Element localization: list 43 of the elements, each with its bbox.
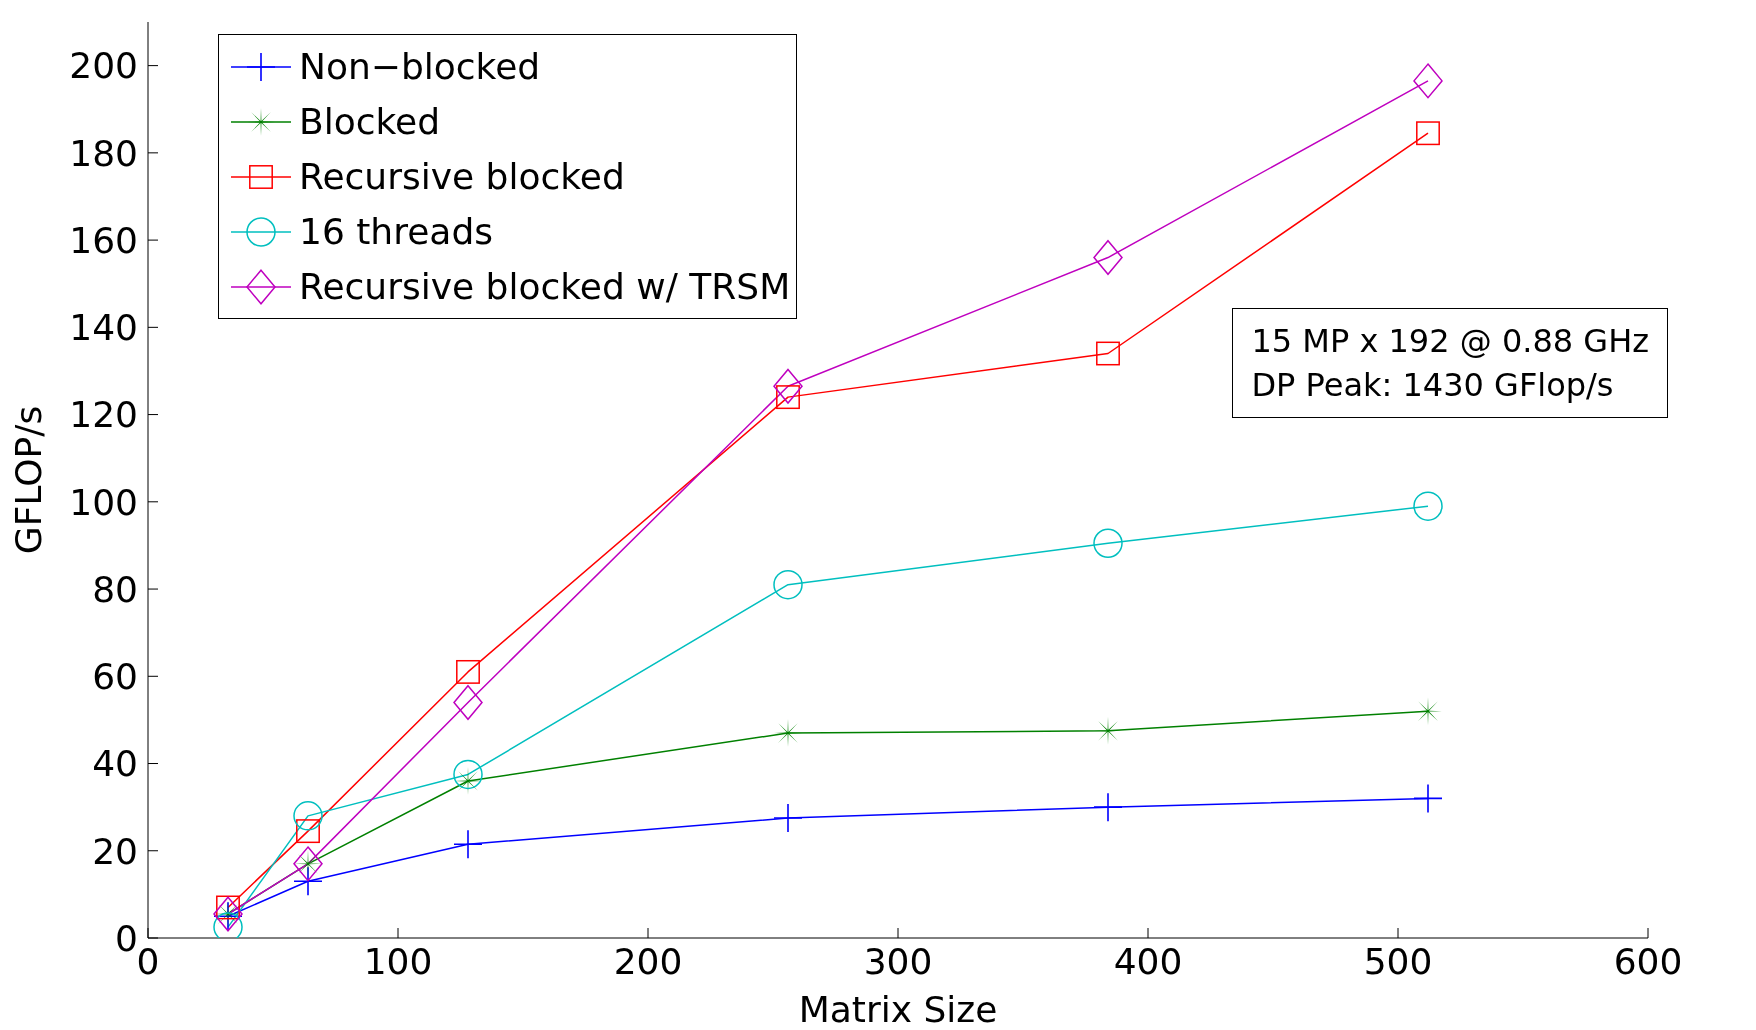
point <box>774 804 802 833</box>
point <box>1414 784 1442 813</box>
y-axis-title: GFLOP/s <box>7 405 49 555</box>
y-tick-label: 120 <box>69 394 138 436</box>
y-tick-label: 20 <box>92 830 138 872</box>
annotation: 15 MP x 192 @ 0.88 GHz <box>1251 321 1649 362</box>
point <box>1093 528 1123 558</box>
y-tick-label: 200 <box>69 45 138 87</box>
annotation: DP Peak: 1430 GFlop/s <box>1251 365 1615 406</box>
point <box>1416 121 1440 146</box>
y-tick-label: 140 <box>69 307 138 349</box>
point <box>773 368 803 404</box>
x-tick-label: 500 <box>1363 940 1433 982</box>
x-axis-title: Matrix Size <box>798 989 998 1030</box>
point <box>293 801 323 831</box>
x-tick-label: 600 <box>1613 940 1683 982</box>
legend-label: Recursive blocked w/ TRSM <box>299 266 791 307</box>
point <box>454 830 482 859</box>
x-tick-label: 400 <box>1113 940 1183 982</box>
y-tick-label: 100 <box>69 481 138 523</box>
point <box>294 867 322 896</box>
point <box>453 684 483 721</box>
point <box>1413 491 1443 521</box>
y-tick-label: 60 <box>92 656 138 698</box>
x-tick-label: 200 <box>613 940 683 982</box>
x-tick-label: 100 <box>363 940 433 982</box>
legend-label: Blocked <box>299 101 441 142</box>
y-tick-label: 80 <box>92 568 138 610</box>
y-tick-label: 40 <box>92 743 138 785</box>
point <box>773 569 803 600</box>
point <box>1094 793 1122 822</box>
y-tick-label: 160 <box>69 219 138 261</box>
y-tick-label: 180 <box>69 132 138 174</box>
point <box>1093 239 1123 276</box>
point <box>1413 63 1443 99</box>
legend-label: Recursive blocked <box>299 156 625 197</box>
legend-label: 16 threads <box>299 211 494 252</box>
point <box>296 819 320 844</box>
point <box>456 659 480 684</box>
legend-label: Non−blocked <box>299 46 541 87</box>
x-tick-label: 300 <box>863 940 933 982</box>
point <box>453 759 483 790</box>
point <box>1096 341 1120 366</box>
